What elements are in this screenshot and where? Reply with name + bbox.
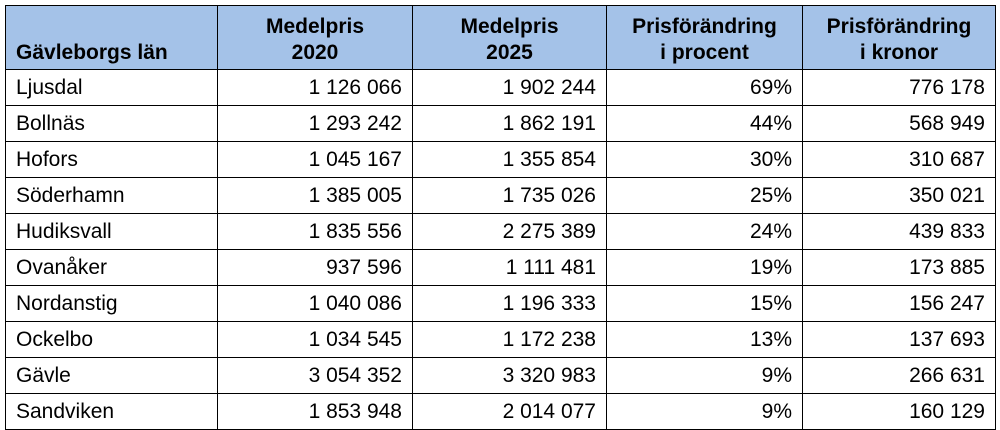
price-2020-cell: 1 040 086 <box>217 285 413 322</box>
header-price-2020: Medelpris 2020 <box>217 5 413 70</box>
table-body: Ljusdal 1 126 066 1 902 244 69% 776 178 Bolln… <box>5 69 996 430</box>
price-2020-cell: 1 045 167 <box>217 141 413 178</box>
price-2020-cell: 1 126 066 <box>217 69 413 106</box>
table-row: Sandviken 1 853 948 2 014 077 9% 160 129 <box>5 393 996 430</box>
price-2020-cell: 1 385 005 <box>217 177 413 214</box>
header-price-2020-line2: 2020 <box>291 41 339 64</box>
table-header: Gävleborgs län Medelpris 2020 Medelpris … <box>5 5 996 70</box>
table-row: Ljusdal 1 126 066 1 902 244 69% 776 178 <box>5 69 996 106</box>
header-change-kronor: Prisförändring i kronor <box>802 5 996 70</box>
table-row: Nordanstig 1 040 086 1 196 333 15% 156 247 <box>5 285 996 322</box>
header-price-2025: Medelpris 2025 <box>412 5 607 70</box>
change-percent-cell: 19% <box>606 249 803 286</box>
municipality-cell: Söderhamn <box>5 177 218 214</box>
change-kronor-cell: 310 687 <box>802 141 996 178</box>
table-row: Bollnäs 1 293 242 1 862 191 44% 568 949 <box>5 105 996 142</box>
price-2025-cell: 1 862 191 <box>412 105 607 142</box>
table-row: Ockelbo 1 034 545 1 172 238 13% 137 693 <box>5 321 996 358</box>
change-percent-cell: 13% <box>606 321 803 358</box>
header-price-2025-line1: Medelpris <box>460 15 559 38</box>
change-kronor-cell: 160 129 <box>802 393 996 430</box>
municipality-cell: Ockelbo <box>5 321 218 358</box>
table-row: Hudiksvall 1 835 556 2 275 389 24% 439 833 <box>5 213 996 250</box>
municipality-cell: Sandviken <box>5 393 218 430</box>
table-row: Gävle 3 054 352 3 320 983 9% 266 631 <box>5 357 996 394</box>
change-percent-cell: 69% <box>606 69 803 106</box>
price-2025-cell: 3 320 983 <box>412 357 607 394</box>
price-2020-cell: 1 293 242 <box>217 105 413 142</box>
change-percent-cell: 9% <box>606 393 803 430</box>
header-price-2020-line1: Medelpris <box>265 15 365 38</box>
municipality-cell: Gävle <box>5 357 218 394</box>
table-row: Hofors 1 045 167 1 355 854 30% 310 687 <box>5 141 996 178</box>
change-percent-cell: 44% <box>606 105 803 142</box>
price-2025-cell: 1 735 026 <box>412 177 607 214</box>
change-percent-cell: 15% <box>606 285 803 322</box>
municipality-cell: Nordanstig <box>5 285 218 322</box>
header-change-kronor-line2: i kronor <box>859 41 939 64</box>
header-region-label: Gävleborgs län <box>16 41 168 64</box>
change-kronor-cell: 137 693 <box>802 321 996 358</box>
change-kronor-cell: 439 833 <box>802 213 996 250</box>
change-percent-cell: 24% <box>606 213 803 250</box>
price-2020-cell: 1 853 948 <box>217 393 413 430</box>
header-region: Gävleborgs län <box>5 5 218 70</box>
municipality-cell: Bollnäs <box>5 105 218 142</box>
header-row: Gävleborgs län Medelpris 2020 Medelpris … <box>5 5 996 70</box>
change-kronor-cell: 173 885 <box>802 249 996 286</box>
price-2025-cell: 1 172 238 <box>412 321 607 358</box>
price-2025-cell: 2 014 077 <box>412 393 607 430</box>
municipality-cell: Hudiksvall <box>5 213 218 250</box>
header-change-percent-line1: Prisförändring <box>632 15 777 38</box>
change-kronor-cell: 350 021 <box>802 177 996 214</box>
header-price-2025-line2: 2025 <box>486 41 533 64</box>
change-kronor-cell: 156 247 <box>802 285 996 322</box>
price-2020-cell: 1 034 545 <box>217 321 413 358</box>
municipality-cell: Ovanåker <box>5 249 218 286</box>
price-2025-cell: 1 902 244 <box>412 69 607 106</box>
table-row: Ovanåker 937 596 1 111 481 19% 173 885 <box>5 249 996 286</box>
price-2025-cell: 2 275 389 <box>412 213 607 250</box>
price-2025-cell: 1 111 481 <box>412 249 607 286</box>
header-change-percent: Prisförändring i procent <box>606 5 803 70</box>
municipality-cell: Hofors <box>5 141 218 178</box>
header-change-percent-line2: i procent <box>660 41 749 64</box>
table-row: Söderhamn 1 385 005 1 735 026 25% 350 021 <box>5 177 996 214</box>
change-percent-cell: 30% <box>606 141 803 178</box>
price-2020-cell: 937 596 <box>217 249 413 286</box>
price-table: Gävleborgs län Medelpris 2020 Medelpris … <box>5 5 996 430</box>
header-change-kronor-line1: Prisförändring <box>826 15 972 38</box>
change-percent-cell: 9% <box>606 357 803 394</box>
price-2020-cell: 1 835 556 <box>217 213 413 250</box>
price-2025-cell: 1 355 854 <box>412 141 607 178</box>
change-kronor-cell: 776 178 <box>802 69 996 106</box>
change-kronor-cell: 266 631 <box>802 357 996 394</box>
municipality-cell: Ljusdal <box>5 69 218 106</box>
change-kronor-cell: 568 949 <box>802 105 996 142</box>
change-percent-cell: 25% <box>606 177 803 214</box>
price-2025-cell: 1 196 333 <box>412 285 607 322</box>
price-2020-cell: 3 054 352 <box>217 357 413 394</box>
price-table-container: Gävleborgs län Medelpris 2020 Medelpris … <box>5 5 996 430</box>
